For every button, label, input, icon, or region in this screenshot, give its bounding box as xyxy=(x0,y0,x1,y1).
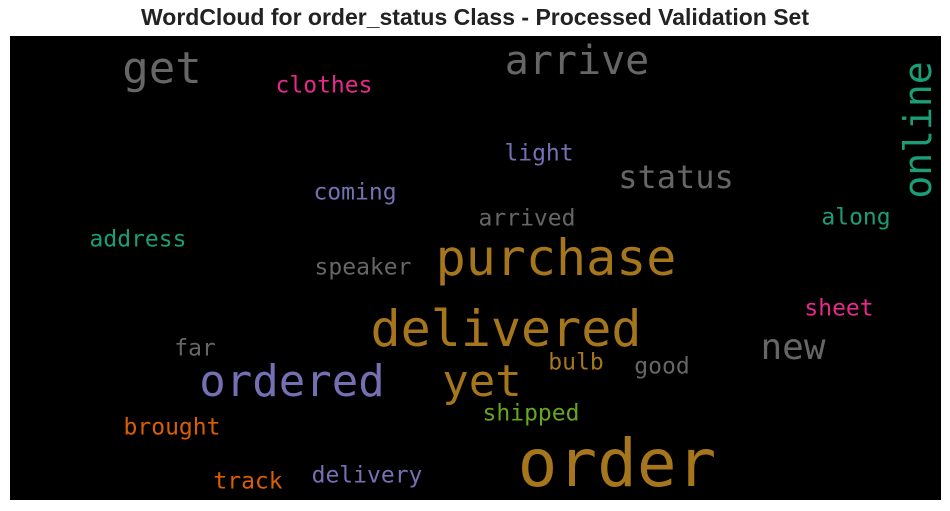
word-delivered: delivered xyxy=(370,300,642,358)
word-ordered: ordered xyxy=(199,356,385,407)
word-bulb: bulb xyxy=(548,349,604,376)
word-purchase: purchase xyxy=(435,229,677,287)
word-far: far xyxy=(174,335,216,362)
word-good: good xyxy=(634,353,690,380)
word-track: track xyxy=(213,468,283,495)
word-shipped: shipped xyxy=(482,400,580,427)
word-online: online xyxy=(896,61,940,199)
word-yet: yet xyxy=(442,356,522,407)
word-order: order xyxy=(517,425,717,500)
word-coming: coming xyxy=(313,179,397,206)
word-arrive: arrive xyxy=(504,38,650,84)
word-sheet: sheet xyxy=(804,295,874,322)
word-arrived: arrived xyxy=(478,205,576,232)
word-clothes: clothes xyxy=(275,72,373,99)
word-status: status xyxy=(618,158,734,196)
chart-title: WordCloud for order_status Class - Proce… xyxy=(140,4,809,30)
word-along: along xyxy=(821,204,891,231)
word-speaker: speaker xyxy=(314,254,412,281)
word-light: light xyxy=(504,140,574,167)
word-get: get xyxy=(122,43,202,94)
word-new: new xyxy=(760,327,826,368)
word-delivery: delivery xyxy=(311,462,423,489)
word-address: address xyxy=(89,226,187,253)
word-brought: brought xyxy=(123,414,221,441)
word-cloud: order delivered purchase ordered yet online ar… xyxy=(10,36,941,500)
